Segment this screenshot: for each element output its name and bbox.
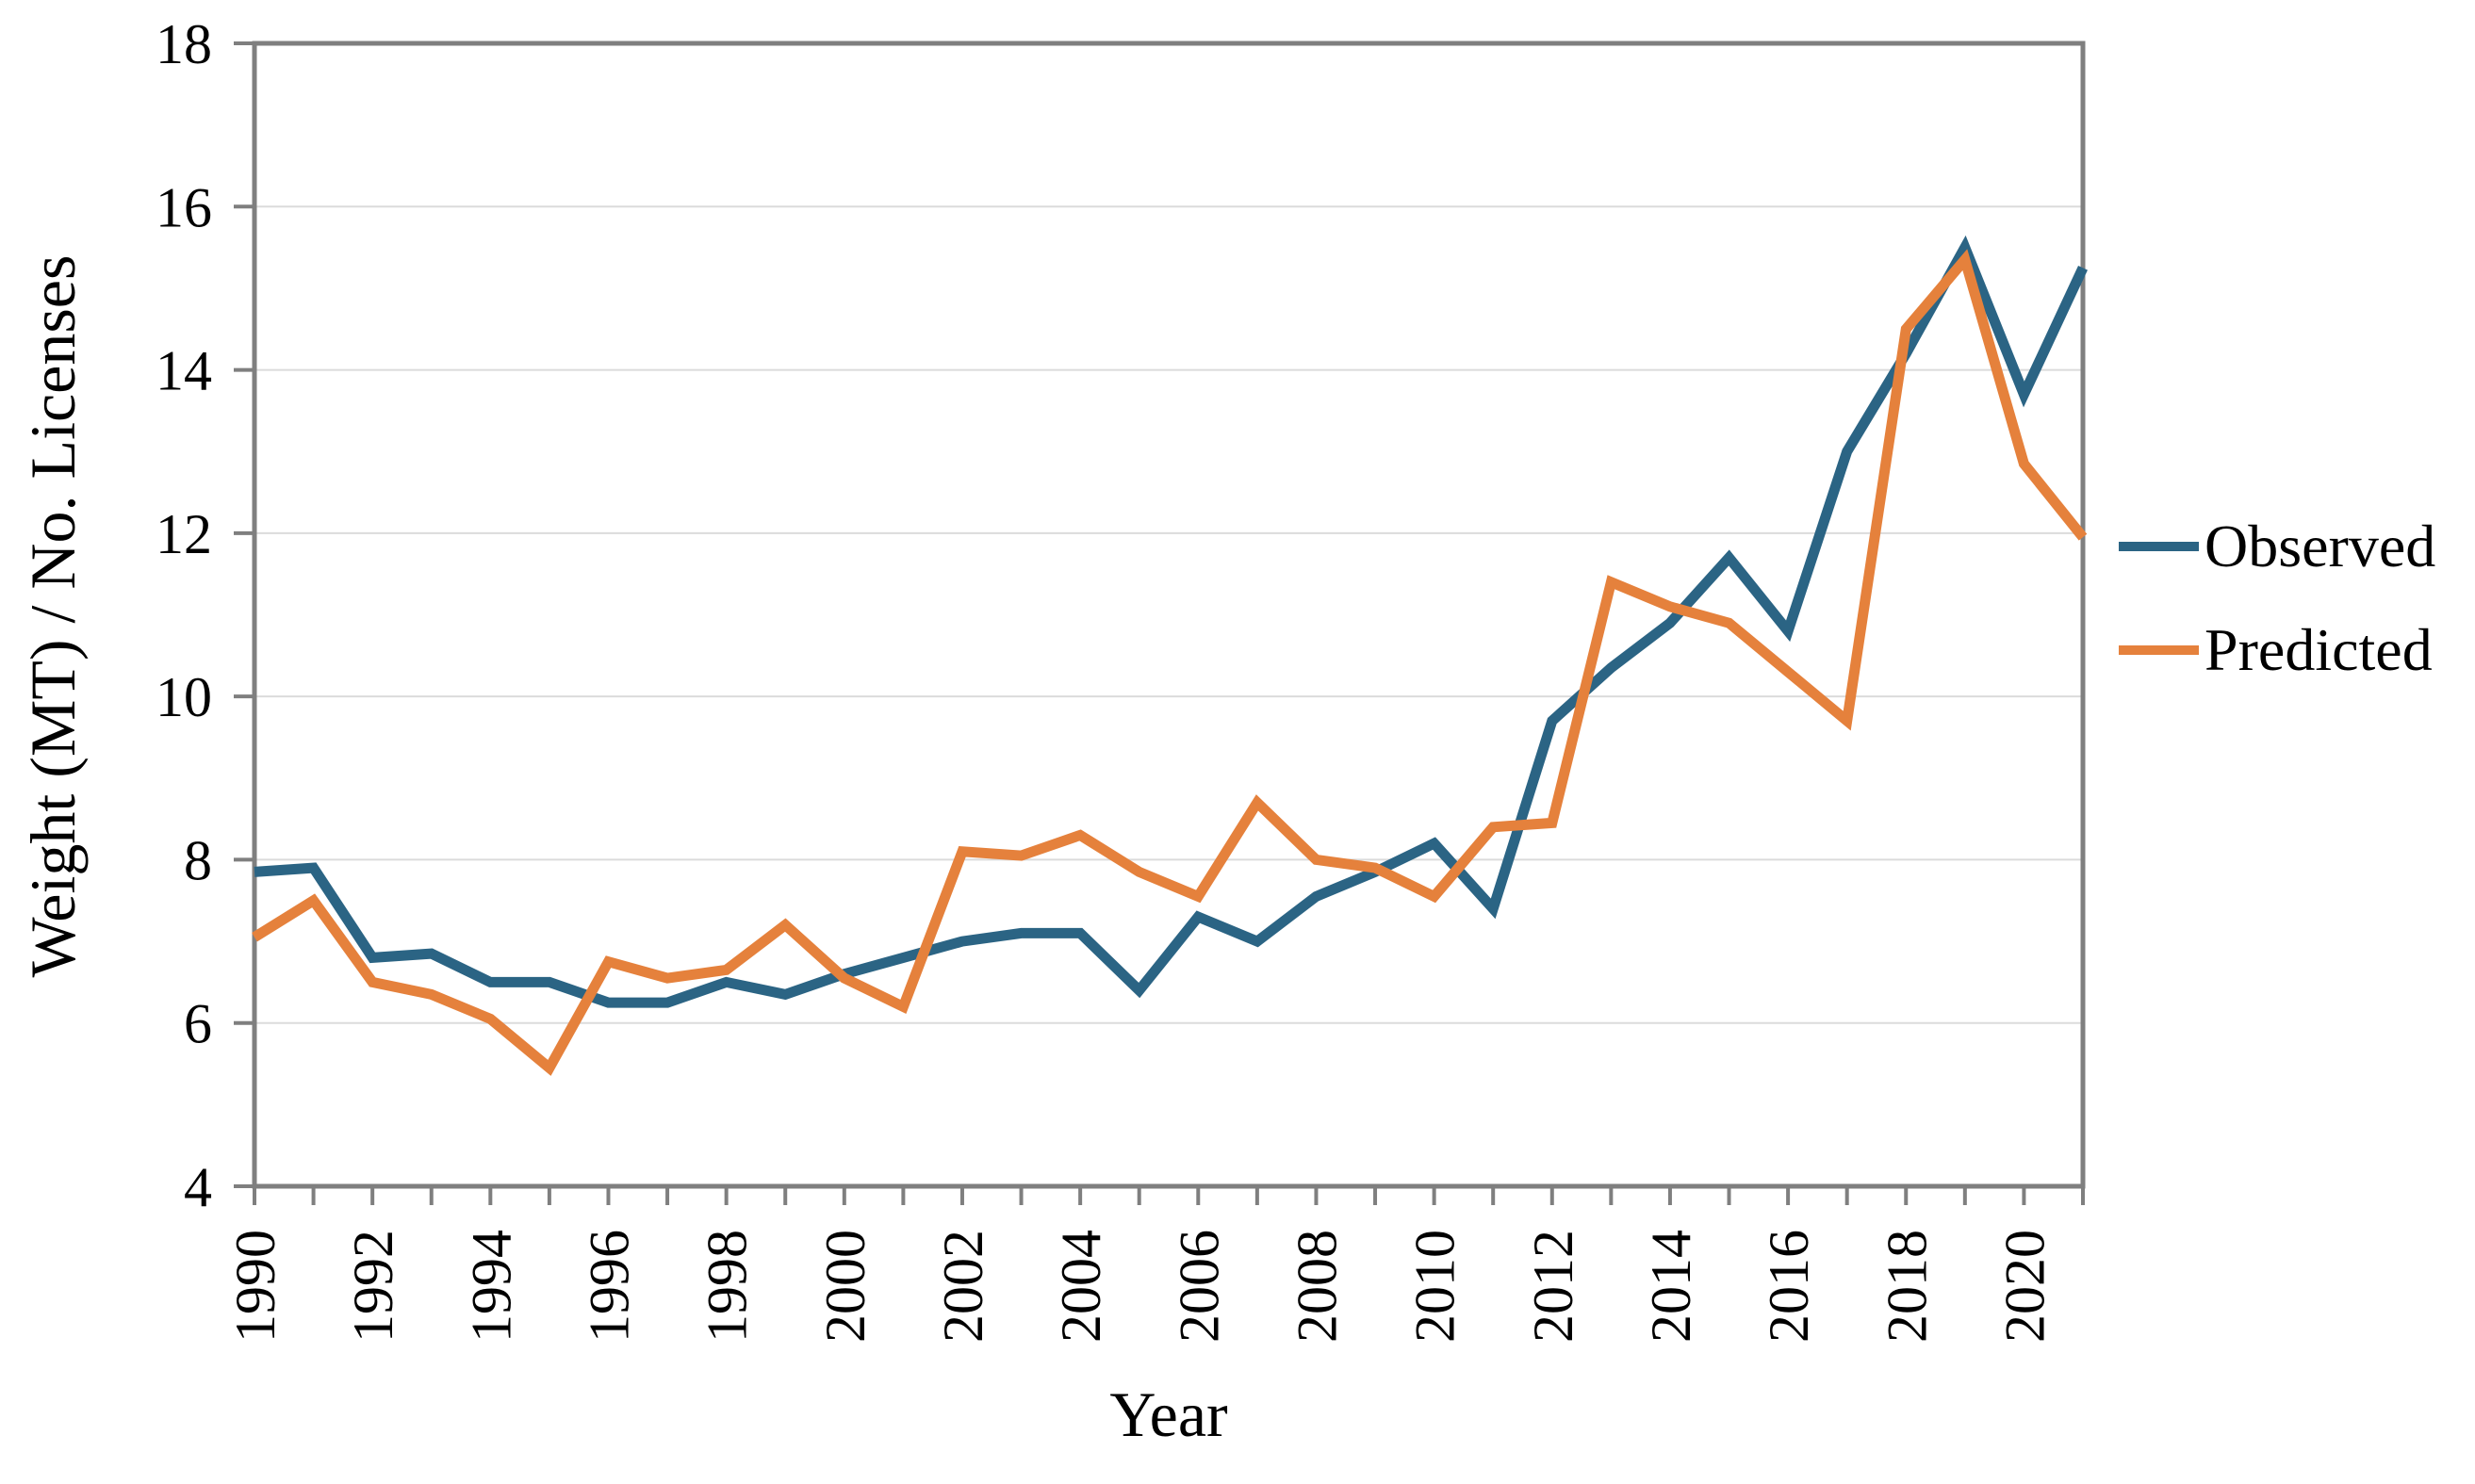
x-tick-label: 2010 xyxy=(1404,1230,1467,1343)
x-tick-label: 2014 xyxy=(1640,1230,1702,1343)
plot-frame xyxy=(252,41,2086,1189)
x-tick-label: 2008 xyxy=(1286,1230,1348,1343)
x-tick-label: 2006 xyxy=(1168,1230,1230,1343)
x-tick-label: 1998 xyxy=(697,1230,759,1343)
y-axis-ticks: 4 6 8 10 12 14 16 18 xyxy=(156,13,254,1218)
series-line-predicted xyxy=(252,249,2088,1076)
legend-label-predicted: Predicted xyxy=(2205,616,2433,683)
x-tick-label: 1992 xyxy=(342,1230,404,1343)
y-tick-label: 6 xyxy=(184,993,212,1055)
y-tick-label: 8 xyxy=(184,829,212,891)
legend-item-observed: Observed xyxy=(2119,511,2435,582)
y-tick-label: 16 xyxy=(156,176,212,238)
series-line-observed xyxy=(254,235,2088,1008)
x-tick-label: 2016 xyxy=(1758,1230,1820,1343)
x-tick-label: 2004 xyxy=(1050,1230,1112,1343)
x-tick-label: 2002 xyxy=(932,1230,994,1343)
x-axis-ticks xyxy=(253,1186,2085,1205)
y-tick-label: 18 xyxy=(156,13,212,75)
x-tick-label: 2018 xyxy=(1876,1230,1938,1343)
x-tick-label: 2012 xyxy=(1522,1230,1584,1343)
y-tick-label: 10 xyxy=(156,666,212,728)
x-axis-title: Year xyxy=(1109,1378,1228,1450)
legend: Observed Predicted xyxy=(2119,511,2435,718)
x-tick-label: 1994 xyxy=(460,1230,522,1343)
y-axis-title: Weight (MT) / No. Licenses xyxy=(17,254,89,978)
legend-label-observed: Observed xyxy=(2205,513,2436,579)
legend-item-predicted: Predicted xyxy=(2119,614,2435,686)
x-tick-label: 1990 xyxy=(224,1230,287,1343)
y-tick-label: 12 xyxy=(156,503,212,565)
gridlines xyxy=(254,205,2083,1024)
y-tick-label: 14 xyxy=(156,340,212,402)
x-tick-label: 1996 xyxy=(578,1230,640,1343)
x-tick-label: 2000 xyxy=(814,1230,877,1343)
legend-swatch-observed xyxy=(2119,542,2199,551)
legend-swatch-predicted xyxy=(2119,645,2199,655)
x-tick-labels: 1990 1992 1994 1996 1998 2000 2002 2004 2006 2008… xyxy=(224,1230,2056,1343)
x-tick-label: 2020 xyxy=(1993,1230,2056,1343)
y-tick-label: 4 xyxy=(184,1156,212,1218)
